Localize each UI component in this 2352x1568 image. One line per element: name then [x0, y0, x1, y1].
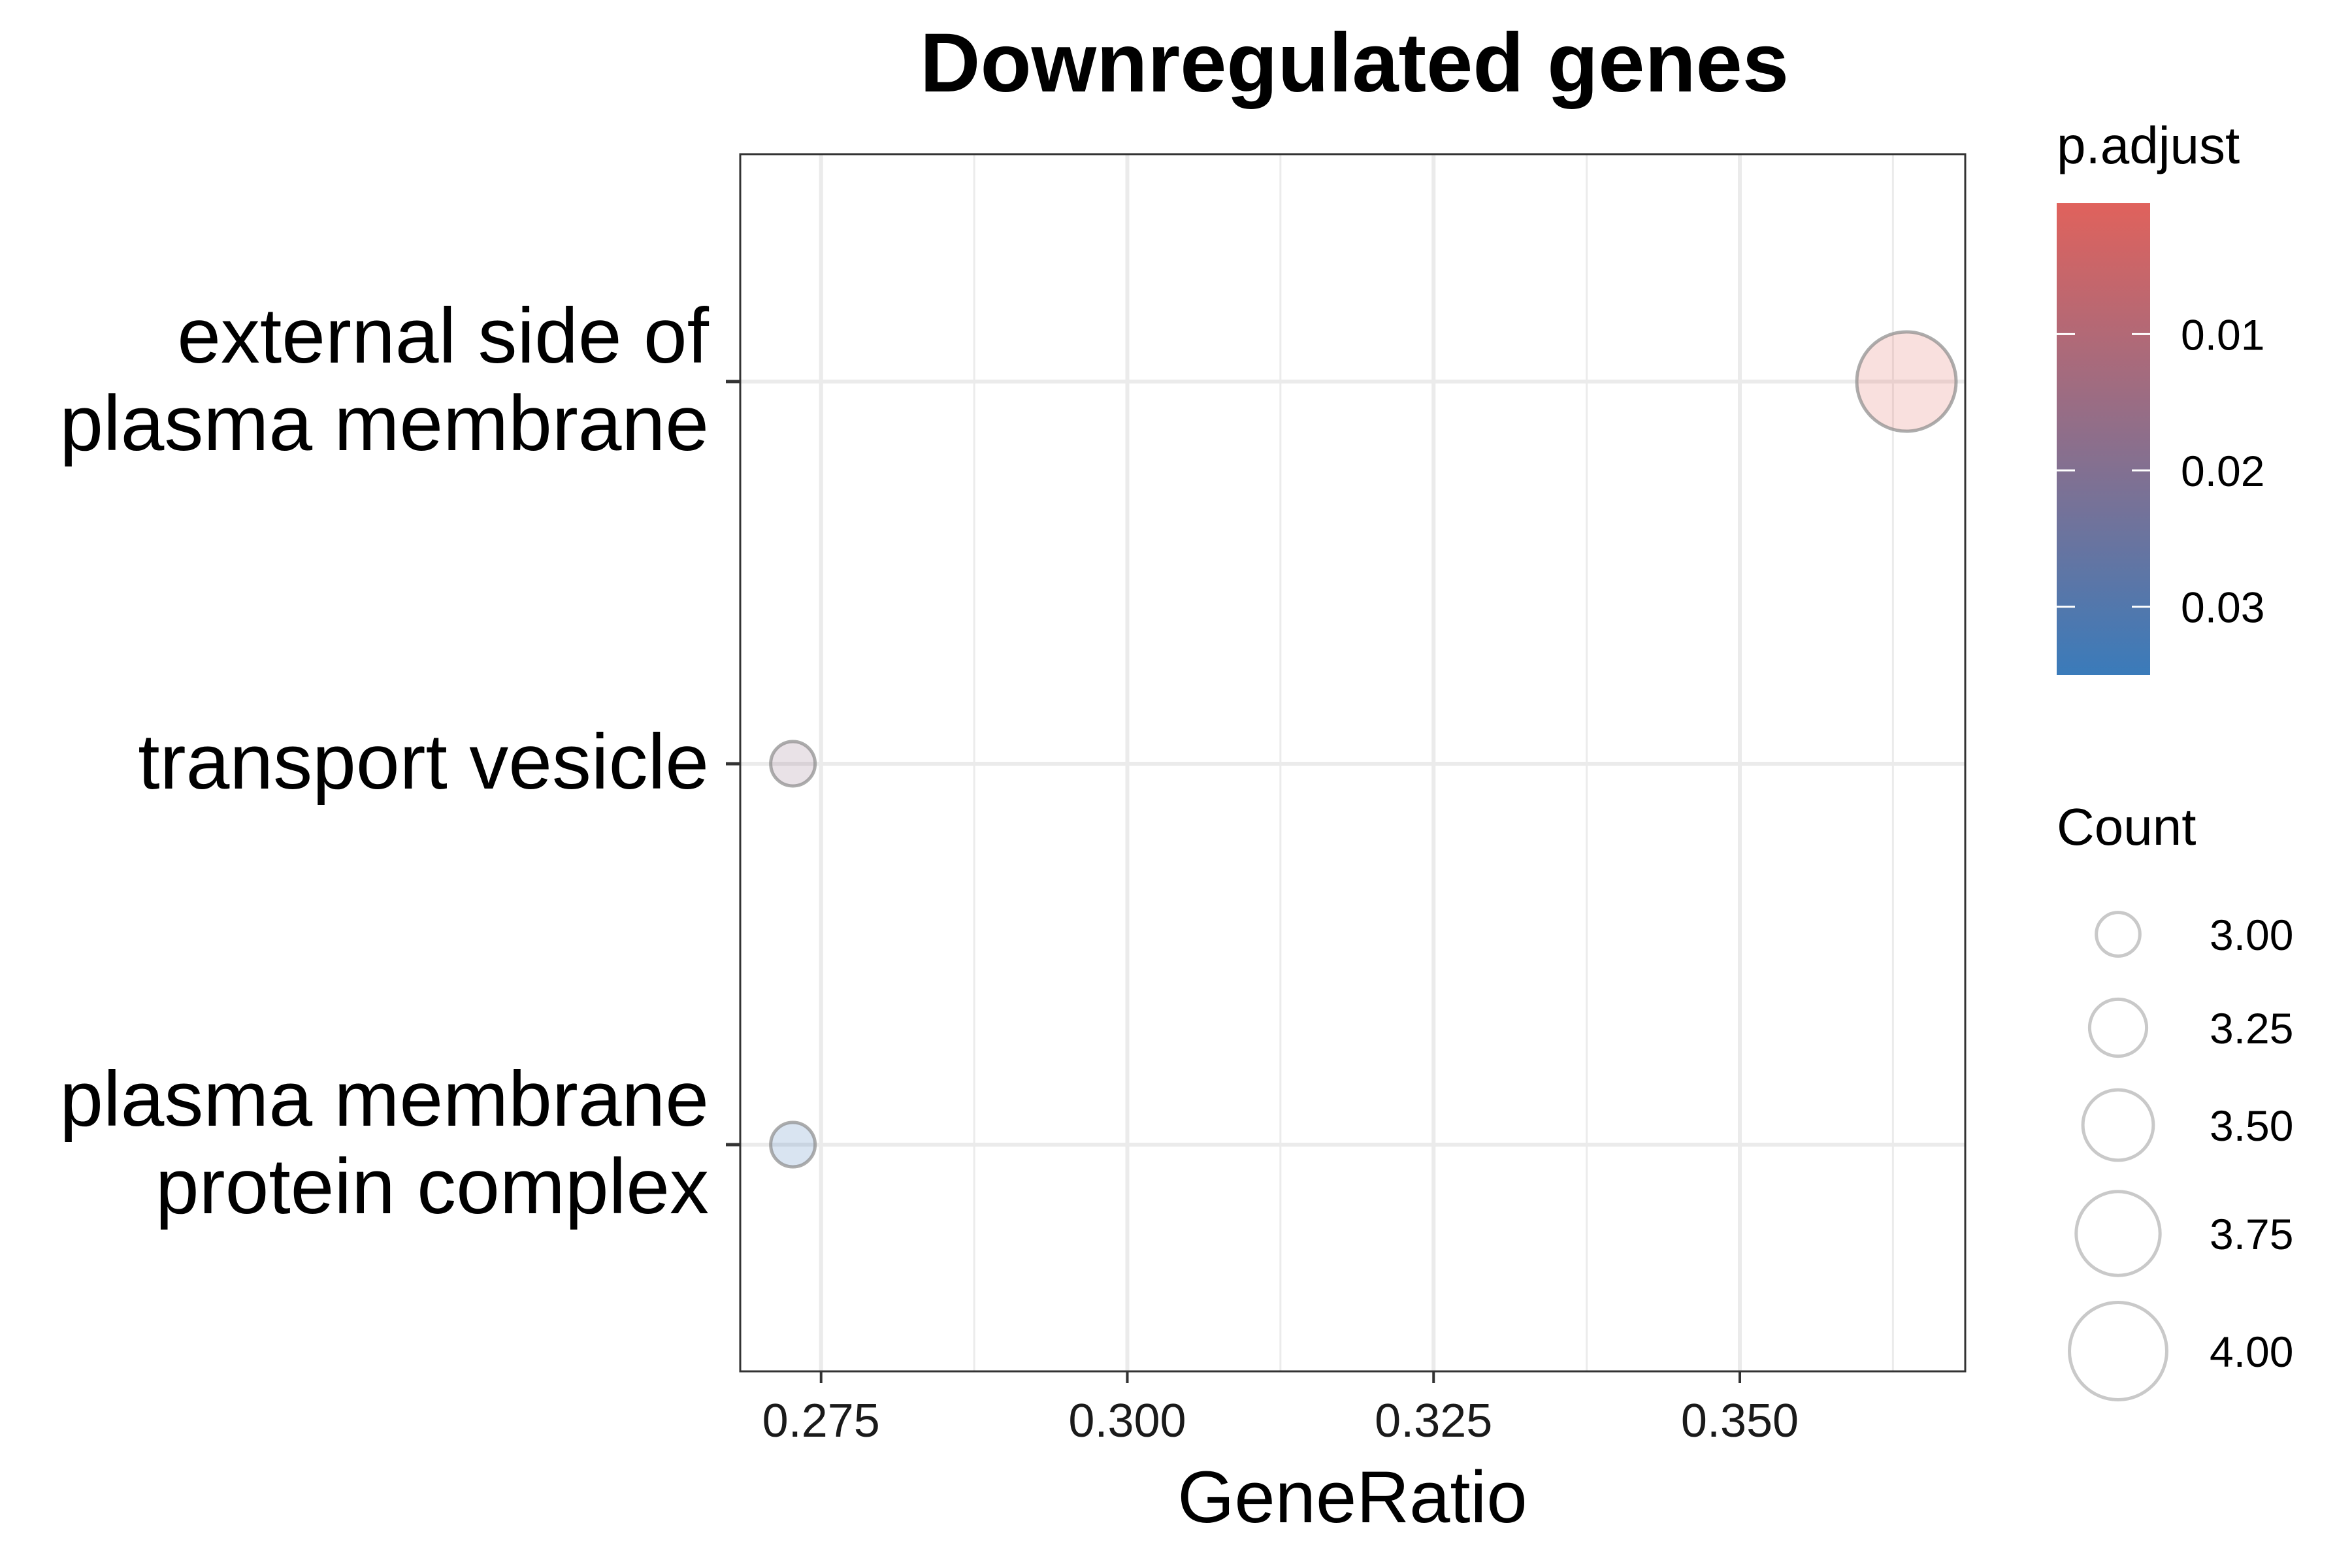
size-legend-label: 3.25	[2210, 1004, 2293, 1053]
size-legend-label: 3.00	[2210, 911, 2293, 959]
data-point	[769, 1120, 817, 1169]
size-legend-key	[2081, 1088, 2155, 1162]
y-tick-label: protein complex	[155, 1143, 709, 1230]
data-point	[769, 740, 817, 788]
colorbar-tick-label: 0.01	[2181, 310, 2264, 359]
x-tick-label: 0.350	[1681, 1395, 1799, 1447]
size-legend-key	[2095, 911, 2142, 958]
y-tick-label: external side of	[177, 292, 709, 380]
x-axis-title: GeneRatio	[1177, 1456, 1527, 1538]
size-legend-title: Count	[2057, 798, 2196, 856]
colorbar-tick-label: 0.02	[2181, 447, 2264, 495]
data-point	[1855, 330, 1958, 433]
size-legend-label: 3.50	[2210, 1102, 2293, 1150]
size-legend-key	[2074, 1190, 2162, 1277]
colorbar-tick-label: 0.03	[2181, 583, 2264, 632]
x-tick-label: 0.275	[762, 1395, 880, 1447]
size-legend-key	[2068, 1301, 2168, 1401]
size-legend-key	[2087, 997, 2149, 1058]
size-legend-keys: 3.00 3.25 3.50 3.75 4.00	[2068, 911, 2293, 1401]
y-tick-label: plasma membrane	[59, 1055, 709, 1143]
plot-panel	[739, 153, 1967, 1373]
chart-title: Downregulated genes	[920, 16, 1789, 110]
size-legend-label: 4.00	[2210, 1328, 2293, 1376]
y-tick-label: transport vesicle	[138, 718, 709, 806]
x-axis: 0.275 0.300 0.325 0.350	[762, 1371, 1799, 1447]
data-points	[769, 330, 1958, 1169]
x-tick-label: 0.325	[1375, 1395, 1492, 1447]
color-legend-title: p.adjust	[2057, 116, 2240, 174]
colorbar	[2057, 203, 2150, 675]
x-tick-label: 0.300	[1068, 1395, 1186, 1447]
size-legend-label: 3.75	[2210, 1210, 2293, 1258]
size-legend: Count 3.00 3.25 3.50 3.75 4.00	[2057, 798, 2293, 1401]
y-tick-label: plasma membrane	[59, 380, 709, 467]
color-legend: p.adjust 0.01 0.02 0.03	[2057, 116, 2264, 675]
colorbar-ticks: 0.01 0.02 0.03	[2057, 310, 2264, 632]
major-gridlines	[740, 154, 1965, 1371]
